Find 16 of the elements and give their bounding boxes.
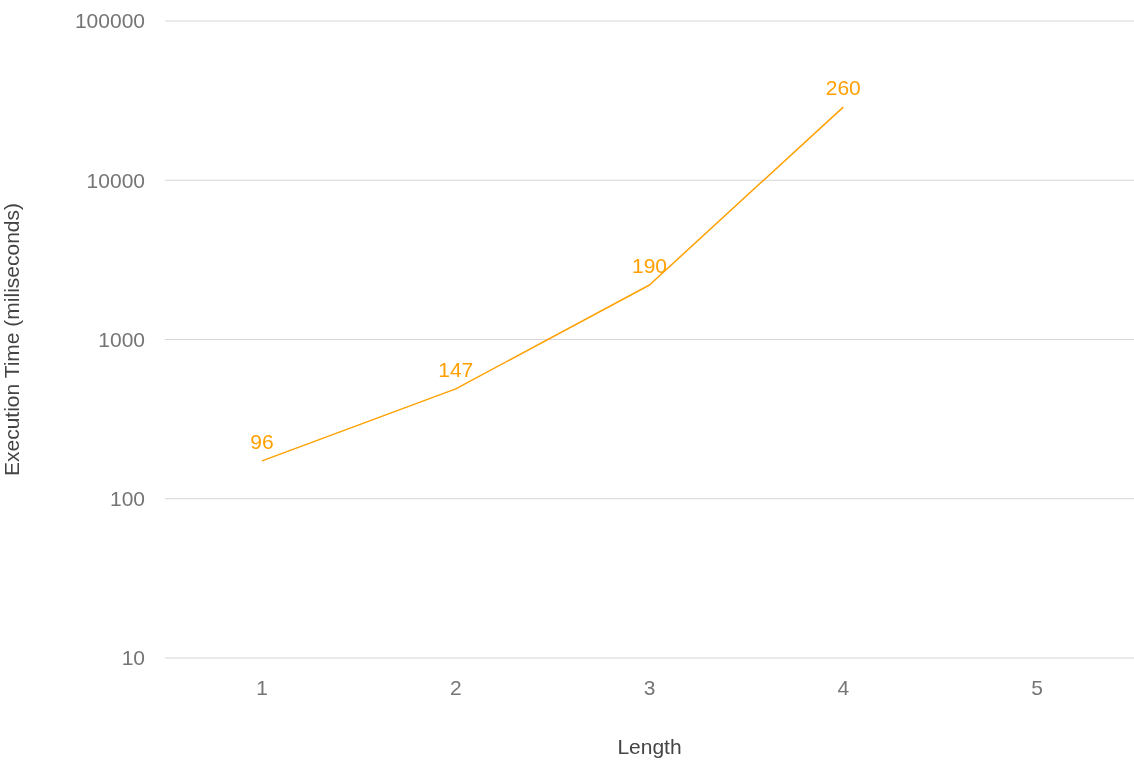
y-tick-label: 10000 bbox=[86, 168, 145, 192]
y-axis-title: Execution Time (miliseconds) bbox=[0, 202, 24, 477]
annotation: 96 bbox=[250, 429, 274, 453]
annotation: 260 bbox=[825, 76, 861, 100]
x-tick-label: 5 bbox=[1031, 675, 1043, 699]
y-tick-label: 1000 bbox=[98, 327, 145, 351]
y-tick-label: 10 bbox=[121, 646, 145, 670]
x-axis-title: Length bbox=[617, 735, 682, 758]
annotation: 147 bbox=[438, 357, 474, 381]
x-tick-label: 1 bbox=[256, 675, 268, 699]
y-tick-label: 100 bbox=[109, 487, 145, 511]
x-tick-label: 3 bbox=[643, 675, 656, 699]
y-tick-label: 100000 bbox=[74, 9, 145, 33]
annotation: 190 bbox=[631, 253, 668, 277]
x-tick-label: 2 bbox=[449, 675, 462, 699]
x-tick-label: 4 bbox=[837, 675, 850, 699]
